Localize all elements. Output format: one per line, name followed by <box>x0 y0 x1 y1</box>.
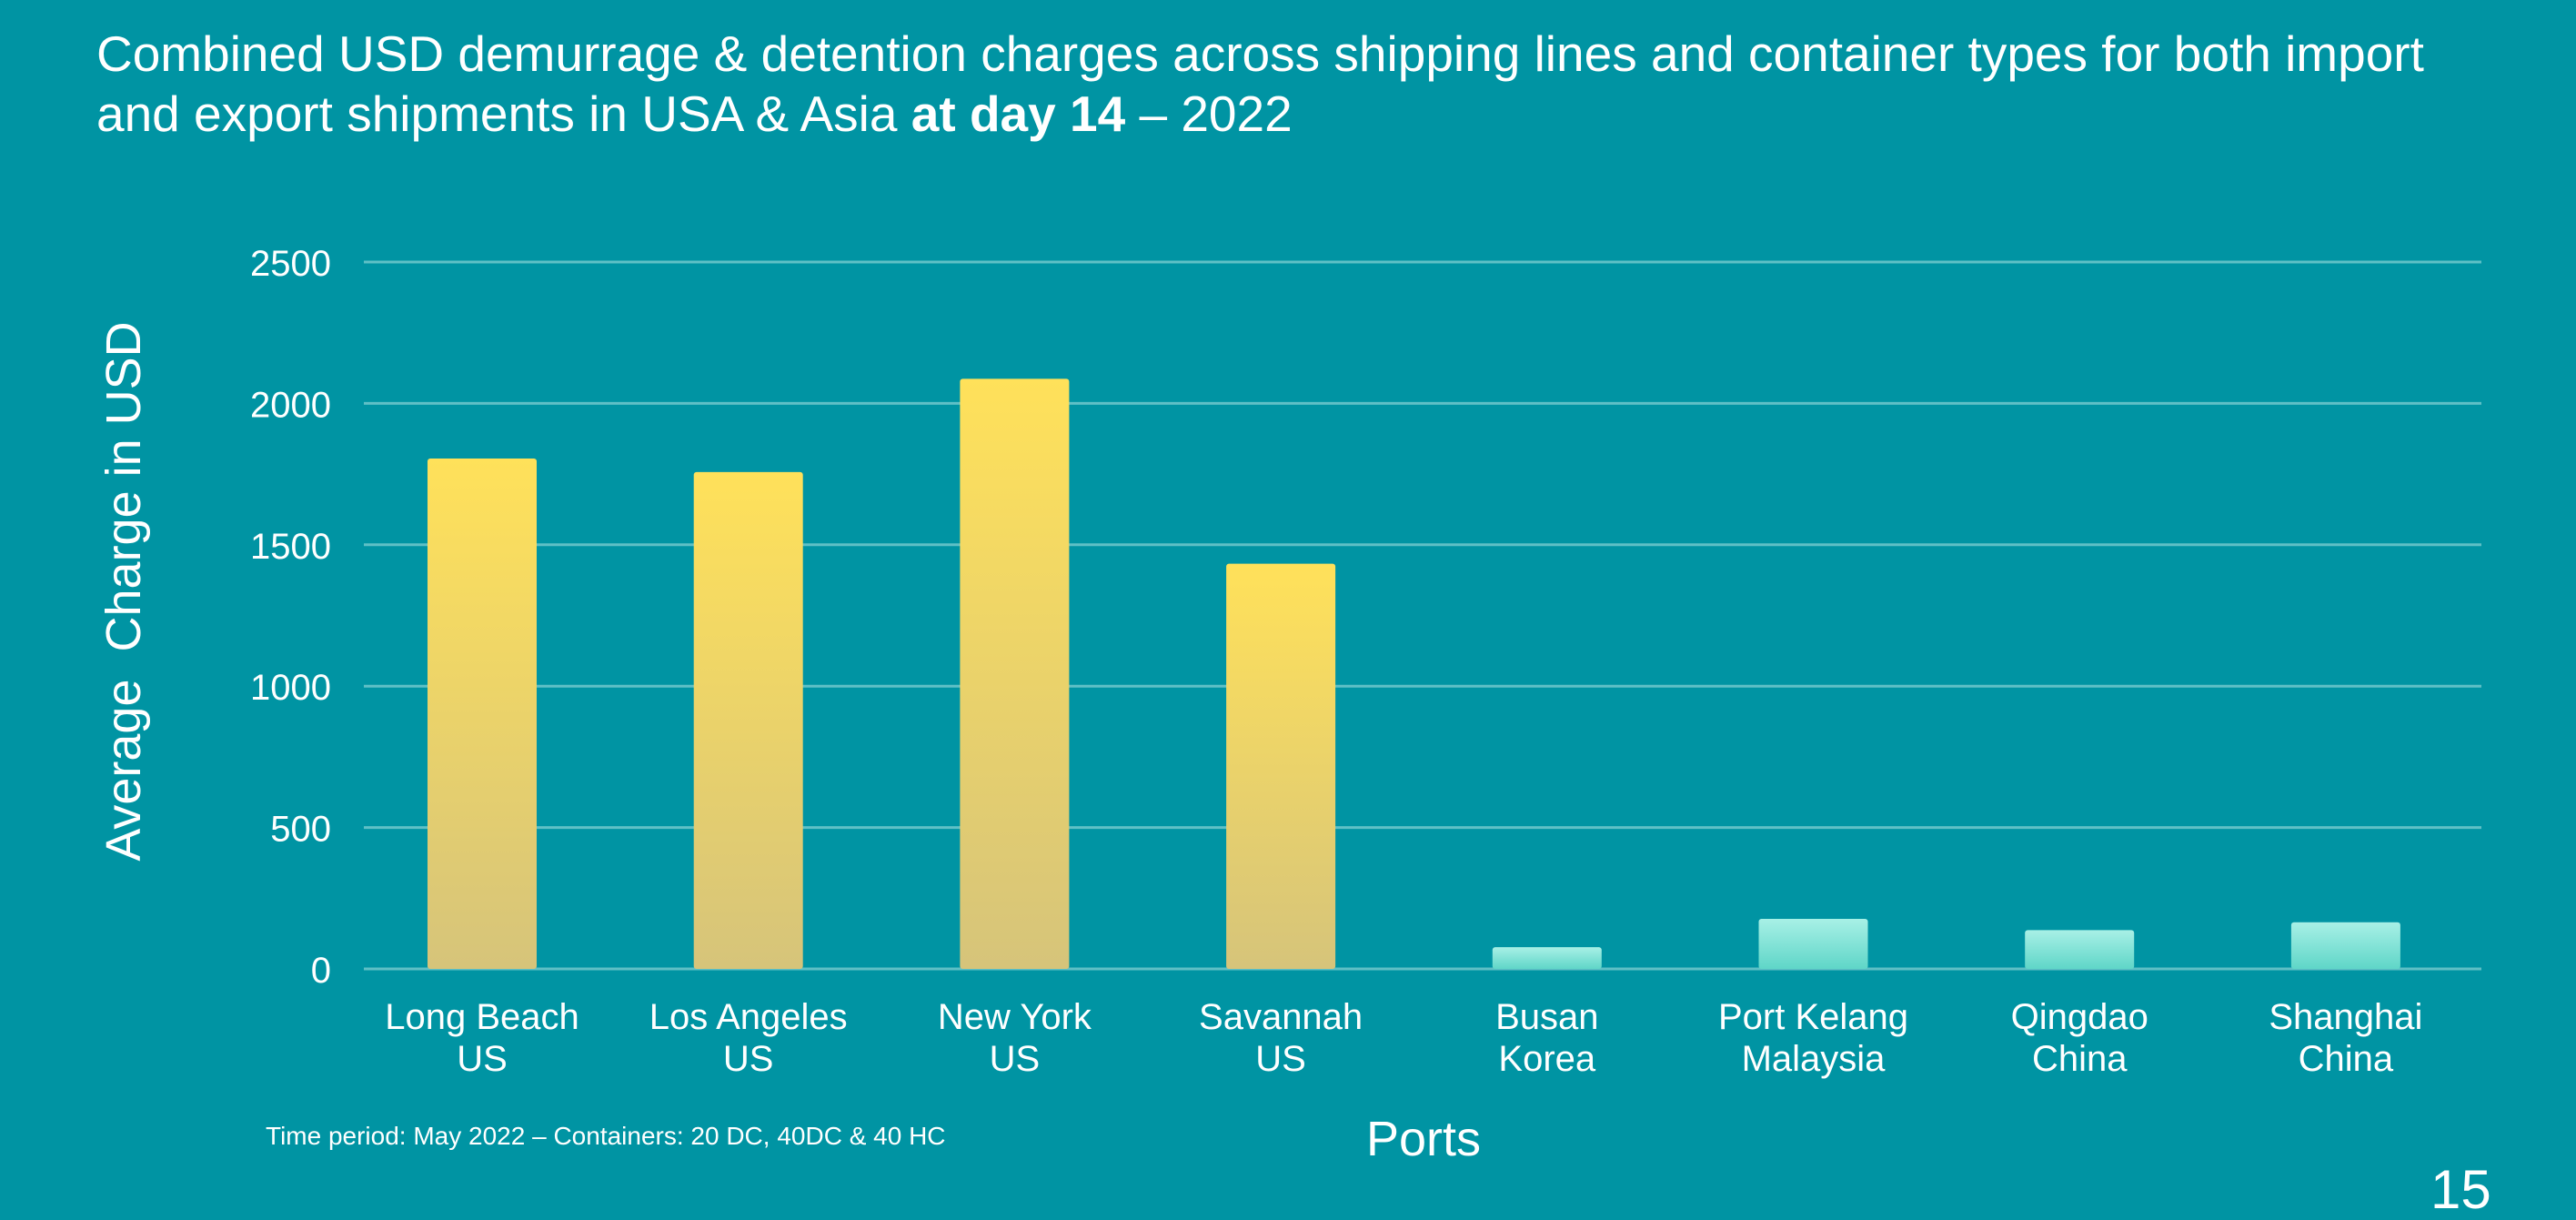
x-tick-label: Savannah US <box>1199 997 1363 1079</box>
bar <box>693 471 803 969</box>
y-tick-label: 1000 <box>250 668 331 708</box>
page-number: 15 <box>2430 1159 2491 1220</box>
chart-title-bold: at day 14 <box>911 86 1126 142</box>
y-tick-label: 2000 <box>250 385 331 425</box>
x-tick-label: Shanghai China <box>2269 997 2422 1079</box>
bars <box>428 378 2400 970</box>
y-axis-tick-labels: 0 500 1000 1500 2000 2500 <box>250 244 331 991</box>
x-axis-tick-labels: Long Beach US Los Angeles US New York US Savan… <box>385 997 2422 1079</box>
x-tick-label: Qingdao China <box>2011 997 2148 1079</box>
bar <box>1492 947 1602 969</box>
x-tick-label: Los Angeles US <box>649 997 848 1079</box>
x-tick-label: Port Kelang Malaysia <box>1718 997 1908 1079</box>
bar <box>960 378 1070 969</box>
bar <box>1758 918 1868 969</box>
footnote: Time period: May 2022 – Containers: 20 D… <box>266 1122 946 1150</box>
y-tick-label: 2500 <box>250 244 331 284</box>
bar <box>2290 922 2400 969</box>
bar <box>428 459 537 970</box>
bar-chart: 0 500 1000 1500 2000 2500 Long Beach US Los Ang… <box>96 244 2481 1166</box>
y-tick-label: 500 <box>270 810 331 850</box>
y-tick-label: 0 <box>311 951 331 991</box>
chart-title: Combined USD demurrage & detention charg… <box>96 24 2498 144</box>
chart-title-part1: Combined USD demurrage & detention charg… <box>96 25 2424 142</box>
chart-title-part2: – 2022 <box>1125 86 1293 142</box>
bar <box>1226 563 1336 969</box>
x-tick-label: Long Beach US <box>385 997 579 1079</box>
gridlines <box>364 260 2481 971</box>
bar <box>2025 930 2135 969</box>
x-tick-label: Busan Korea <box>1495 997 1598 1079</box>
y-axis-label: Average Charge in USD <box>96 321 151 861</box>
x-axis-label: Ports <box>1366 1112 1481 1166</box>
y-tick-label: 1500 <box>250 527 331 567</box>
x-tick-label: New York US <box>938 997 1092 1079</box>
